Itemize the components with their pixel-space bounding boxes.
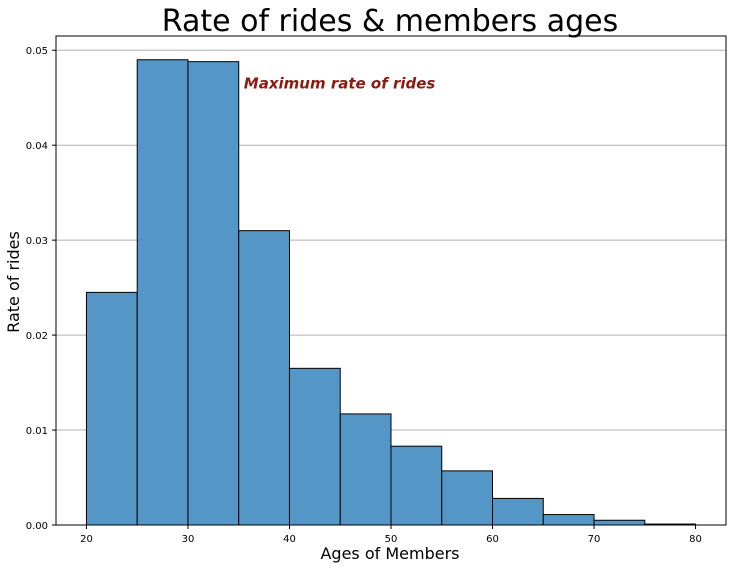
x-tick-label: 80 <box>689 534 702 545</box>
histogram-bar <box>542 514 595 526</box>
histogram-bar <box>187 61 240 526</box>
histogram-bar <box>390 445 443 526</box>
y-tick-label: 0.01 <box>26 426 48 437</box>
x-tick-label: 30 <box>182 534 195 545</box>
x-tick-label: 20 <box>80 534 93 545</box>
x-tick-label: 60 <box>486 534 499 545</box>
chart-title: Rate of rides & members ages <box>162 4 618 39</box>
histogram-bar <box>441 470 494 526</box>
histogram-bar <box>339 413 392 526</box>
x-tick-label: 50 <box>385 534 398 545</box>
annotation-text: Maximum rate of rides <box>244 74 436 92</box>
histogram-bar <box>136 59 189 526</box>
x-axis-label: Ages of Members <box>320 544 459 563</box>
x-tick-label: 40 <box>283 534 296 545</box>
histogram-bar <box>593 519 646 526</box>
y-tick-label: 0.03 <box>26 236 48 247</box>
y-tick-label: 0.00 <box>26 521 48 532</box>
y-tick-label: 0.04 <box>26 141 48 152</box>
y-tick-label: 0.05 <box>26 46 48 57</box>
x-tick-label: 70 <box>588 534 601 545</box>
histogram-bar <box>85 291 138 526</box>
y-axis-label: Rate of rides <box>4 231 23 333</box>
y-tick-label: 0.02 <box>26 331 48 342</box>
histogram-bars <box>85 59 697 526</box>
histogram-bar <box>288 367 341 526</box>
histogram-bar <box>492 497 544 526</box>
histogram-bar <box>238 230 290 526</box>
axis-ticks: 20 30 40 50 60 70 80 0.00 0.01 0.02 0.03 0.04 0.05 <box>26 46 702 545</box>
